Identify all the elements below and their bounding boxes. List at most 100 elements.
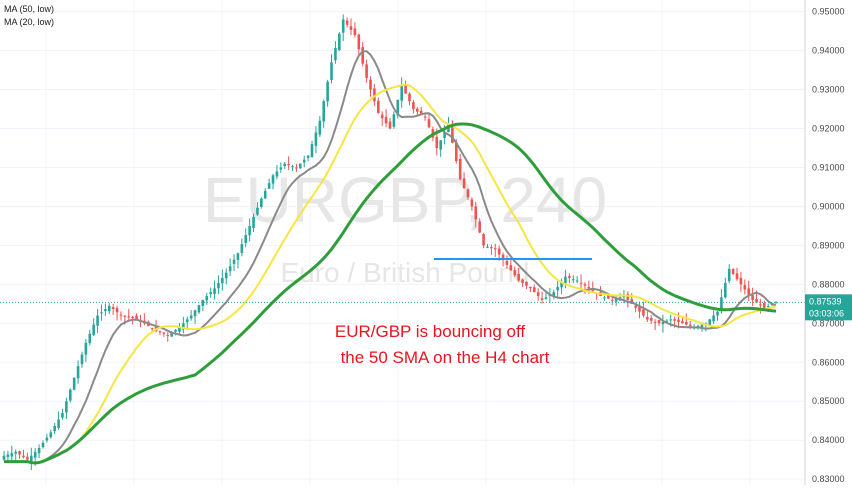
candle <box>88 329 92 346</box>
candle-body <box>404 85 407 94</box>
candle <box>299 163 302 169</box>
candle-body <box>37 447 41 454</box>
candle-body <box>716 311 719 316</box>
price-tick-label: 0.87000 <box>812 318 845 328</box>
candle-body <box>240 244 244 253</box>
candle-body <box>712 315 715 322</box>
candle <box>182 316 185 334</box>
candle <box>513 266 517 278</box>
candle-body <box>493 248 497 250</box>
candle-body <box>330 62 333 80</box>
candle-body <box>634 305 637 308</box>
candle <box>72 377 76 391</box>
candle <box>560 278 563 295</box>
candle-body <box>53 425 56 432</box>
price-tick-label: 0.89000 <box>812 240 845 250</box>
candle-body <box>279 167 283 170</box>
candle <box>26 452 29 462</box>
candle-body <box>107 305 111 312</box>
candle <box>470 197 474 211</box>
candle-body <box>295 167 298 169</box>
candle-body <box>232 259 236 264</box>
candle-body <box>76 366 80 379</box>
candle-body <box>724 283 727 298</box>
candle <box>517 268 520 283</box>
legend-ma20[interactable]: MA (20, low) <box>4 17 54 27</box>
candle <box>314 126 318 154</box>
candle-body <box>739 277 743 285</box>
candle-body <box>673 319 676 321</box>
candle-body <box>575 280 579 282</box>
candle-body <box>68 389 72 401</box>
candle <box>556 281 559 298</box>
candle-body <box>178 327 181 332</box>
candle-body <box>283 163 287 166</box>
candle-body <box>123 315 127 317</box>
candle-body <box>649 318 653 321</box>
candle-body <box>115 307 119 313</box>
candle-body <box>412 102 415 110</box>
price-tick-label: 0.93000 <box>812 85 845 95</box>
candle-body <box>560 281 563 288</box>
candle-body <box>41 442 45 448</box>
candle <box>583 282 587 294</box>
candle <box>458 153 462 181</box>
candle-body <box>720 297 723 311</box>
candle-body <box>228 266 232 272</box>
candle-body <box>314 132 318 146</box>
candle-body <box>727 268 731 282</box>
candle <box>310 140 314 158</box>
candle <box>345 17 349 28</box>
candle <box>295 163 298 172</box>
candle <box>365 59 368 83</box>
candle-body <box>435 136 439 149</box>
candle <box>6 450 10 462</box>
candle-body <box>267 183 271 189</box>
candle-body <box>341 19 345 33</box>
candle <box>638 301 641 319</box>
candle <box>747 280 751 301</box>
candle <box>763 300 766 309</box>
candle-body <box>197 305 201 313</box>
price-tick-label: 0.85000 <box>812 396 845 406</box>
candle-body <box>688 324 692 326</box>
candle <box>45 433 49 443</box>
price-axis[interactable]: 0.83000 0.84000 0.85000 0.86000 0.87000 0.880… <box>812 7 845 484</box>
candle-body <box>104 309 107 312</box>
candle <box>275 165 279 180</box>
candle-body <box>568 276 571 278</box>
candle <box>716 310 719 321</box>
candle <box>162 331 166 337</box>
candle-body <box>302 159 306 163</box>
candle <box>380 111 384 127</box>
candle <box>57 411 60 430</box>
candle <box>65 397 68 419</box>
candle <box>221 269 224 291</box>
candle-body <box>185 319 189 323</box>
candle <box>412 100 415 114</box>
candle-body <box>263 190 267 199</box>
candle-body <box>564 276 567 284</box>
candle-body <box>685 321 688 325</box>
candle-body <box>478 221 481 233</box>
candle <box>115 305 119 321</box>
candle <box>649 315 653 325</box>
candle <box>575 276 579 284</box>
legend-ma50[interactable]: MA (50, low) <box>4 4 54 14</box>
candle-body <box>260 198 263 207</box>
candle <box>80 351 84 368</box>
candle-body <box>419 110 423 115</box>
candle <box>84 339 88 362</box>
candle <box>178 323 181 336</box>
candle <box>478 218 481 234</box>
candle-body <box>357 34 361 50</box>
indicator-legend[interactable]: MA (50, low) MA (20, low) <box>4 4 54 27</box>
candle-body <box>170 332 173 337</box>
candle-body <box>603 297 606 299</box>
candle <box>657 319 661 327</box>
candle-body <box>626 293 630 300</box>
candle <box>232 254 236 272</box>
candle <box>240 238 244 257</box>
candle-body <box>532 287 536 293</box>
